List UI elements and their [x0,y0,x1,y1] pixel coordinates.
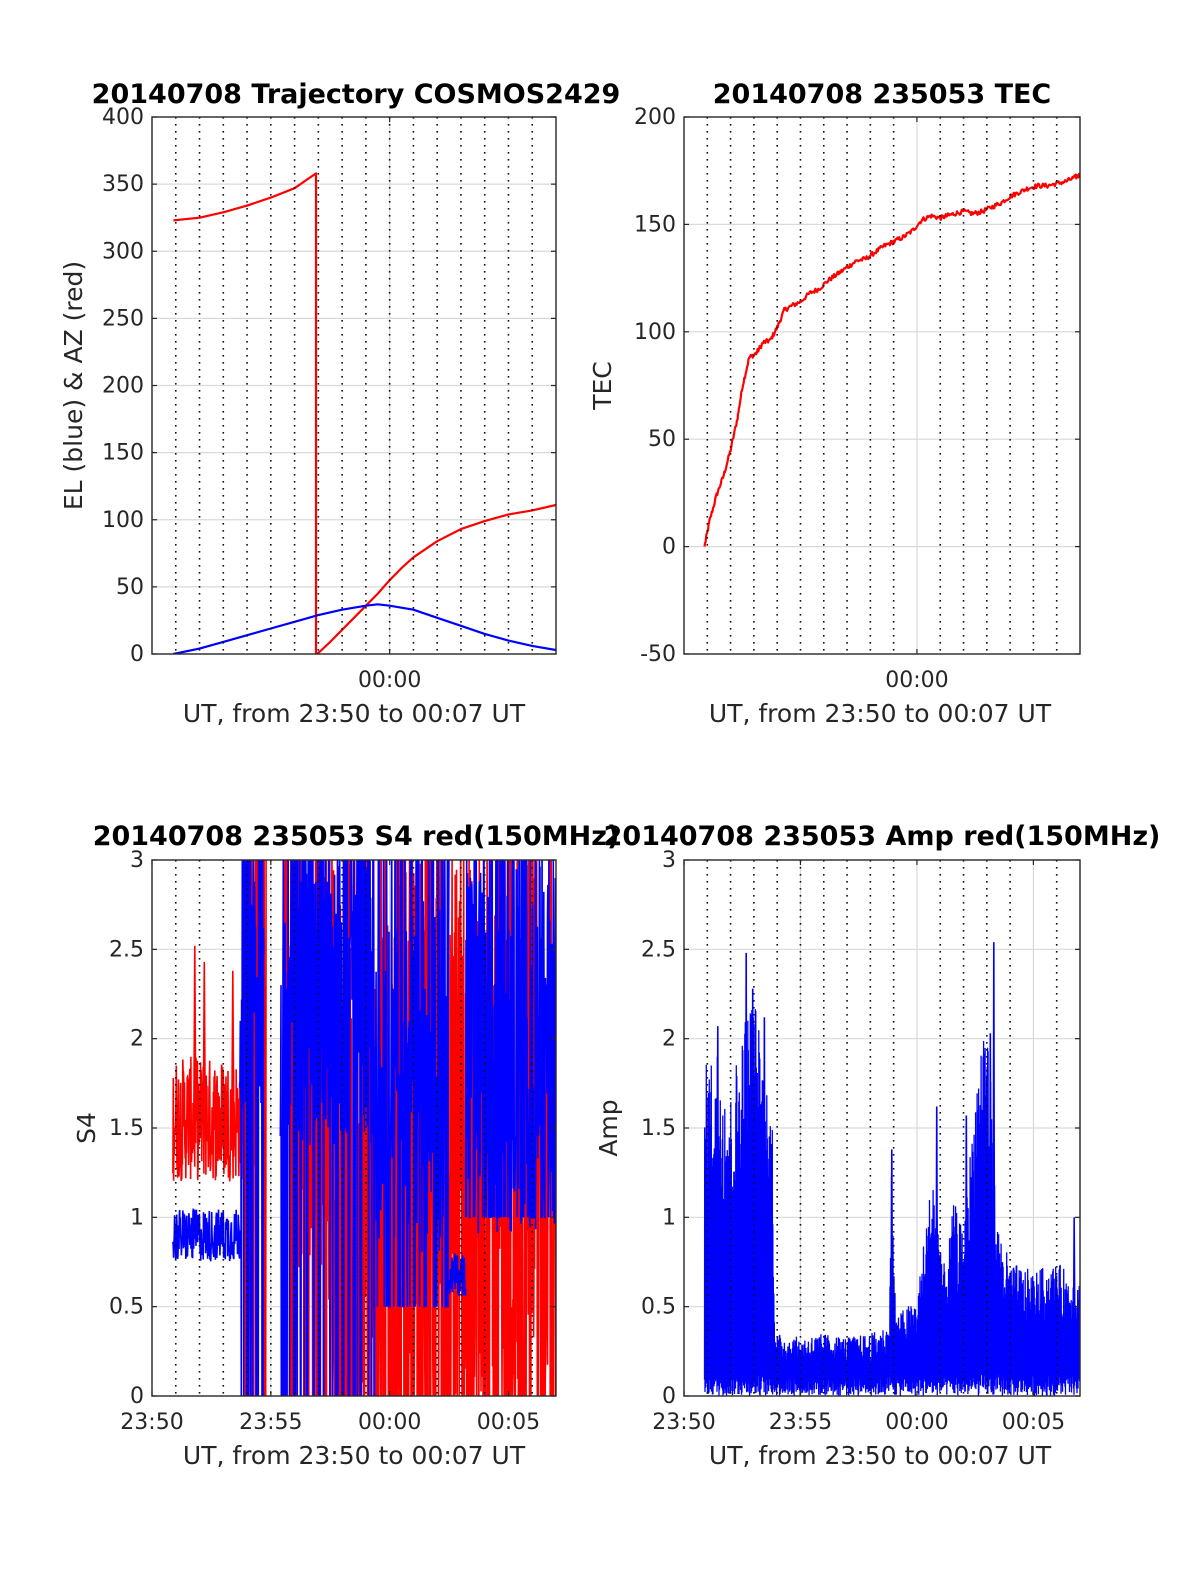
amp-spike [964,1115,968,1343]
chart-title: 20140708 235053 S4 red(150MHz) [93,821,620,852]
y-tick-label: 200 [634,105,676,130]
amp-spike [751,988,755,1343]
y-axis-label: S4 [72,1112,101,1144]
y-tick-label: 1 [662,1205,676,1230]
chart-trajectory: 0 50 100 150 200 250 300 350 400 00:00 20140708 Tr… [59,79,620,728]
axes-frame [683,116,1081,655]
y-tick-label: 0.5 [109,1295,144,1320]
y-axis-label: TEC [588,361,617,411]
s4-blue-series [279,860,377,1396]
amp-spike [762,1017,766,1343]
y-tick-label: 2.5 [641,937,676,962]
x-tick-label: 00:00 [885,668,948,693]
y-tick-label: 1 [130,1205,144,1230]
y-tick-label: -50 [640,642,676,667]
y-tick-label: 2 [662,1027,676,1052]
series-line-blue [173,603,556,654]
s4-blue-series [374,860,450,1308]
plot-area [173,172,556,654]
amp-spike [988,1033,992,1343]
amp-spike [716,1026,720,1343]
y-tick-label: 250 [102,306,144,331]
amp-spike [992,942,996,1343]
amp-spike [935,1106,939,1343]
s4-red-series-spike [193,945,197,1120]
amp-spike [744,952,748,1343]
y-tick-label: 1.5 [641,1116,676,1141]
y-tick-label: 300 [102,239,144,264]
y-tick-label: 50 [116,575,144,600]
s4-red-series [172,1056,244,1182]
x-tick-label: 00:00 [358,1410,421,1435]
plot-area [703,172,1080,547]
y-tick-label: 0 [662,535,676,560]
x-tick-label: 00:00 [885,1410,948,1435]
s4-blue-series [239,860,265,1396]
y-tick-label: 400 [102,105,144,130]
chart-title: 20140708 235053 Amp red(150MHz) [604,821,1161,852]
x-tick-label: 23:50 [120,1410,183,1435]
s4-red-series-spike [202,961,207,1120]
y-tick-label: 100 [102,508,144,533]
y-axis-label: EL (blue) & AZ (red) [59,261,88,510]
y-tick-label: 3 [130,848,144,873]
y-tick-label: 50 [648,427,676,452]
x-tick-label: 00:05 [1002,1410,1065,1435]
y-tick-label: 3 [662,848,676,873]
amp-spike [890,1149,894,1343]
chart-s4: 0 0.5 1 1.5 2 2.5 3 23:50 23:55 00:00 00:05 2014070… [72,821,620,1470]
plot-area [172,860,556,1396]
y-tick-label: 0 [130,642,144,667]
x-tick-label: 23:50 [652,1410,715,1435]
y-tick-label: 200 [102,374,144,399]
x-tick-label: 23:55 [769,1410,832,1435]
plot-area [703,942,1080,1396]
x-tick-label: 00:00 [358,668,421,693]
series-line-red [703,172,1080,547]
y-tick-label: 150 [634,212,676,237]
s4-blue-series [172,1208,241,1262]
amp-spike [1072,1217,1076,1343]
x-axis-label: UT, from 23:50 to 00:07 UT [183,699,526,728]
y-tick-label: 1.5 [109,1116,144,1141]
y-tick-label: 0 [130,1384,144,1409]
x-axis-label: UT, from 23:50 to 00:07 UT [709,699,1052,728]
s4-red-series-spike [231,970,235,1120]
amp-blue-series [703,1009,1080,1396]
s4-blue-series [448,1253,467,1296]
y-tick-label: 350 [102,172,144,197]
y-tick-label: 150 [102,441,144,466]
chart-title: 20140708 Trajectory COSMOS2429 [92,79,621,110]
chart-tec: -50 0 50 100 150 200 00:00 20140708 235053 TEC U… [588,79,1081,728]
y-tick-label: 2 [130,1027,144,1052]
x-axis-label: UT, from 23:50 to 00:07 UT [183,1441,526,1470]
y-tick-label: 0 [662,1384,676,1409]
series-line-red [173,172,556,654]
x-tick-label: 23:55 [239,1410,302,1435]
s4-blue-series [464,860,556,1234]
chart-title: 20140708 235053 TEC [713,79,1052,110]
y-axis-label: Amp [594,1099,623,1156]
y-tick-label: 0.5 [641,1295,676,1320]
y-tick-label: 2.5 [109,937,144,962]
chart-amp: 0 0.5 1 1.5 2 2.5 3 23:50 23:55 00:00 00:05 2014070… [594,821,1160,1470]
x-tick-label: 00:05 [477,1410,540,1435]
y-tick-label: 100 [634,320,676,345]
x-axis-label: UT, from 23:50 to 00:07 UT [709,1441,1052,1470]
